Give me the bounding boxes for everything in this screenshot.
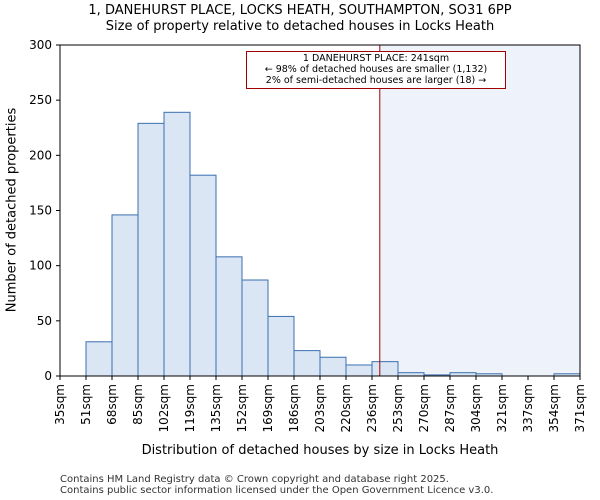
y-tick-label: 100	[29, 259, 52, 273]
bar	[319, 356, 347, 377]
x-tick-label: 253sqm	[391, 384, 405, 432]
bar	[241, 279, 269, 377]
x-tick-label: 287sqm	[443, 384, 457, 432]
x-tick-label: 270sqm	[417, 384, 431, 432]
footer-line-1: Contains HM Land Registry data © Crown c…	[60, 474, 449, 485]
x-tick-label: 321sqm	[495, 384, 509, 432]
x-tick-label: 119sqm	[183, 384, 197, 432]
y-tick-label: 200	[29, 148, 52, 162]
x-tick-label: 304sqm	[469, 384, 483, 432]
x-tick-label: 203sqm	[313, 384, 327, 432]
bar	[85, 341, 113, 377]
x-axis-label: Distribution of detached houses by size …	[141, 443, 499, 458]
x-tick-label: 371sqm	[573, 384, 587, 432]
bar	[267, 315, 295, 377]
y-tick-label: 300	[29, 38, 52, 52]
x-tick-label: 220sqm	[339, 384, 353, 432]
bar	[189, 174, 217, 377]
highlight-region	[379, 45, 580, 376]
marker-annotation: 1 DANEHURST PLACE: 241sqm ← 98% of detac…	[246, 51, 506, 89]
chart-subtitle: Size of property relative to detached ho…	[105, 19, 495, 34]
x-tick-label: 85sqm	[131, 384, 145, 425]
chart-title: 1, DANEHURST PLACE, LOCKS HEATH, SOUTHAM…	[88, 3, 512, 18]
x-tick-label: 68sqm	[105, 384, 119, 425]
x-tick-label: 354sqm	[547, 384, 561, 432]
bar	[215, 256, 243, 377]
x-tick-label: 236sqm	[365, 384, 379, 432]
x-tick-label: 51sqm	[79, 384, 93, 425]
x-tick-label: 186sqm	[287, 384, 301, 432]
x-tick-label: 337sqm	[521, 384, 535, 432]
x-tick-label: 169sqm	[261, 384, 275, 432]
annotation-line-3: 2% of semi-detached houses are larger (1…	[265, 75, 487, 86]
y-tick-label: 250	[29, 93, 52, 107]
bar	[293, 350, 321, 377]
x-tick-label: 152sqm	[235, 384, 249, 432]
bar	[111, 214, 139, 377]
bar	[163, 111, 191, 377]
bar	[345, 364, 373, 377]
x-tick-label: 102sqm	[157, 384, 171, 432]
bar	[137, 122, 165, 377]
x-tick-label: 35sqm	[53, 384, 67, 425]
y-tick-label: 150	[29, 204, 52, 218]
annotation-line-2: ← 98% of detached houses are smaller (1,…	[264, 64, 488, 75]
annotation-line-1: 1 DANEHURST PLACE: 241sqm	[302, 53, 450, 64]
y-tick-label: 50	[37, 314, 52, 328]
y-axis-label: Number of detached properties	[4, 107, 20, 313]
y-tick-label: 0	[44, 369, 52, 383]
bar	[371, 361, 399, 377]
x-tick-label: 135sqm	[209, 384, 223, 432]
footer-line-2: Contains public sector information licen…	[60, 485, 494, 496]
